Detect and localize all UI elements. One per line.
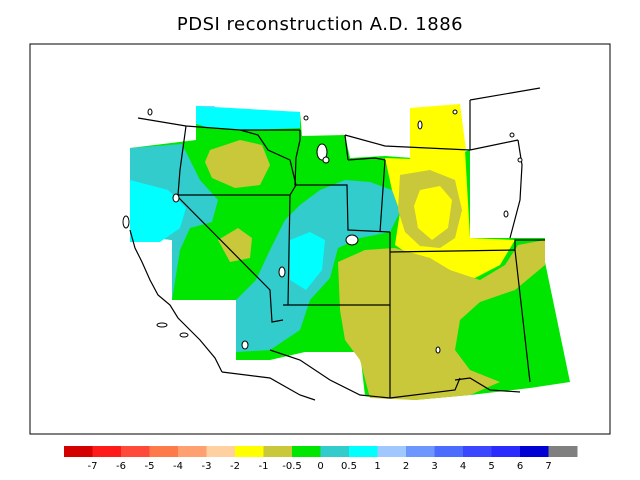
- region-olive-idaho: [205, 140, 270, 188]
- colorbar-tick-label: 0: [317, 461, 323, 472]
- colorbar-swatch: [235, 446, 264, 457]
- colorbar-tick-label: -2: [230, 461, 240, 472]
- colorbar-swatch: [92, 446, 122, 457]
- region-cyan-top: [196, 106, 300, 130]
- region-cyan-central: [290, 232, 325, 290]
- map-title: PDSI reconstruction A.D. 1886: [176, 14, 464, 35]
- colorbar-swatch: [178, 446, 207, 457]
- colorbar-tick-label: -1: [259, 461, 269, 472]
- colorbar-tick-label: -3: [202, 461, 212, 472]
- colorbar-tick-label: 6: [517, 461, 523, 472]
- colorbar-tick-label: 1: [374, 461, 380, 472]
- colorbar-tick-label: 4: [460, 461, 466, 472]
- colorbar-tick-label: 3: [431, 461, 437, 472]
- colorbar-swatch: [149, 446, 179, 457]
- colorbar-tick-label: 7: [545, 461, 551, 472]
- colorbar-swatch: [320, 446, 350, 457]
- colorbar-swatch: [434, 446, 464, 457]
- colorbar-tick-label: -6: [116, 461, 126, 472]
- region-yellow-inner: [414, 186, 452, 240]
- colorbar-tick-label: 2: [403, 461, 409, 472]
- colorbar-swatch: [349, 446, 378, 457]
- colorbar-swatch: [406, 446, 435, 457]
- colorbar-tick-label: 5: [488, 461, 494, 472]
- colorbar-swatch: [491, 446, 521, 457]
- colorbar-swatch: [64, 446, 93, 457]
- colorbar-swatch: [463, 446, 492, 457]
- lakes: [122, 108, 523, 354]
- region-cyan-west: [130, 180, 186, 242]
- colorbar-tick-label: -4: [173, 461, 183, 472]
- region-olive-small: [218, 228, 252, 262]
- colorbar-swatch: [292, 446, 321, 457]
- colorbar-tick-label: -7: [88, 461, 98, 472]
- colorbar-tick-label: -0.5: [282, 461, 302, 472]
- colorbar-swatch: [121, 446, 150, 457]
- state-boundaries: [129, 87, 545, 401]
- colorbar-swatch: [520, 446, 549, 457]
- colorbar: -7 -6 -5 -4 -3 -2 -1 -0.5 0 0.5 1 2 3 4 5 6 7: [64, 446, 578, 472]
- colorbar-swatch: [263, 446, 293, 457]
- colorbar-swatch: [206, 446, 236, 457]
- colorbar-tick-label: -5: [145, 461, 155, 472]
- region-yellow-ne: [410, 104, 466, 160]
- colorbar-swatch: [548, 446, 578, 457]
- colorbar-tick-label: 0.5: [341, 461, 357, 472]
- colorbar-swatch: [377, 446, 407, 457]
